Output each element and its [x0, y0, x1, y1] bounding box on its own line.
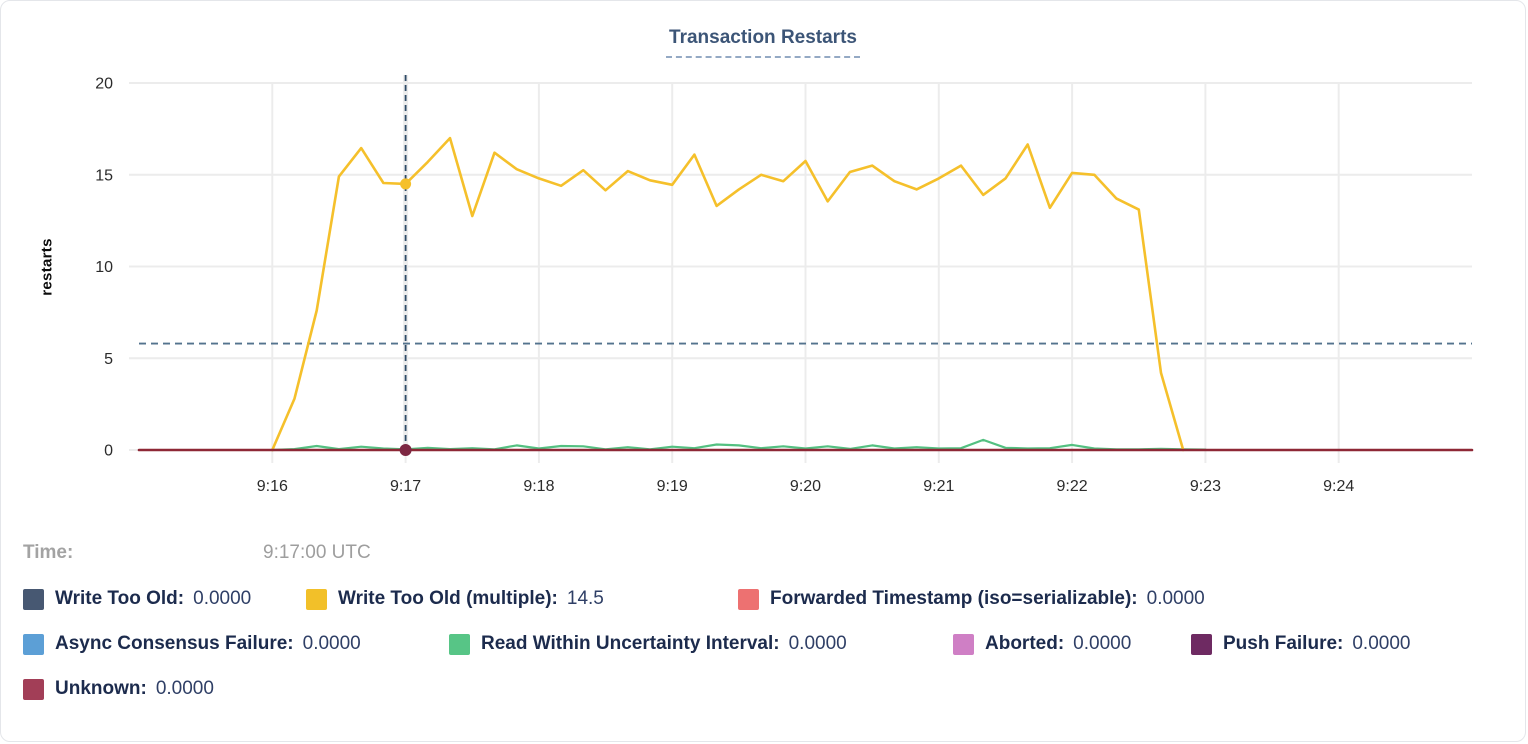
legend-swatch-push-failure	[1191, 633, 1212, 655]
hover-dot-baseline	[399, 444, 412, 456]
y-tick-label: 0	[104, 443, 113, 460]
legend-value: 14.5	[566, 588, 604, 609]
legend-value: 0.0000	[1352, 633, 1411, 654]
legend-label: Aborted:	[985, 633, 1065, 654]
legend-swatch-write-too-old-multiple	[306, 588, 327, 610]
legend-item-write-too-old-multiple: Write Too Old (multiple): 14.5	[306, 587, 604, 611]
legend-label: Forwarded Timestamp (iso=serializable):	[770, 588, 1138, 609]
legend-item-write-too-old: Write Too Old: 0.0000	[23, 587, 251, 611]
legend-swatch-async-consensus-failure	[23, 633, 44, 655]
x-tick-label: 9:21	[923, 478, 954, 495]
legend-label: Write Too Old (multiple):	[338, 588, 558, 609]
legend-value: 0.0000	[155, 678, 214, 699]
y-tick-label: 15	[95, 167, 113, 184]
legend-item-forwarded-timestamp: Forwarded Timestamp (iso=serializable): …	[738, 587, 1205, 611]
legend-swatch-unknown	[23, 678, 44, 700]
legend-swatch-forwarded-timestamp	[738, 588, 759, 610]
legend-value: 0.0000	[1146, 588, 1205, 609]
legend-value: 0.0000	[193, 588, 252, 609]
x-tick-label: 9:22	[1057, 478, 1088, 495]
hover-time-value: 9:17:00 UTC	[263, 542, 371, 563]
transaction-restarts-chart[interactable]: 0 5 10 15 20 9:16 9:17 9:18 9:19 9:20 9:21 9:22 9:23…	[1, 1, 1526, 501]
series-read-within-uncertainty-interval	[271, 438, 1207, 452]
legend-value: 0.0000	[302, 633, 361, 654]
chart-title[interactable]: Transaction Restarts	[666, 27, 860, 58]
y-axis-label: restarts	[38, 238, 56, 296]
legend-label: Async Consensus Failure:	[55, 633, 294, 654]
legend-label: Push Failure:	[1223, 633, 1344, 654]
legend-item-push-failure: Push Failure: 0.0000	[1191, 632, 1410, 656]
series-write-too-old-multiple	[270, 136, 1185, 452]
x-tick-label: 9:20	[790, 478, 821, 495]
legend-value: 0.0000	[788, 633, 847, 654]
legend-item-unknown: Unknown: 0.0000	[23, 677, 214, 701]
hover-time-label: Time:	[23, 542, 74, 563]
legend-swatch-read-within-uncertainty	[449, 633, 470, 655]
y-tick-label: 10	[95, 259, 113, 276]
x-tick-label: 9:24	[1323, 478, 1354, 495]
hover-dot-write-too-old-multiple	[400, 178, 412, 190]
legend-item-async-consensus-failure: Async Consensus Failure: 0.0000	[23, 632, 361, 656]
hover-time-row: Time: 9:17:00 UTC	[1, 542, 1525, 566]
x-tick-label: 9:18	[523, 478, 554, 495]
y-tick-label: 20	[95, 76, 113, 93]
legend-value: 0.0000	[1073, 633, 1132, 654]
x-tick-label: 9:23	[1190, 478, 1221, 495]
legend-swatch-write-too-old	[23, 588, 44, 610]
y-tick-label: 5	[104, 351, 113, 368]
legend-label: Read Within Uncertainty Interval:	[481, 633, 780, 654]
legend-label: Unknown:	[55, 678, 147, 699]
x-tick-label: 9:19	[657, 478, 688, 495]
legend-item-aborted: Aborted: 0.0000	[953, 632, 1131, 656]
x-tick-label: 9:16	[257, 478, 288, 495]
x-tick-label: 9:17	[390, 478, 421, 495]
legend-swatch-aborted	[953, 633, 974, 655]
legend-item-read-within-uncertainty: Read Within Uncertainty Interval: 0.0000	[449, 632, 847, 656]
legend-label: Write Too Old:	[55, 588, 185, 609]
